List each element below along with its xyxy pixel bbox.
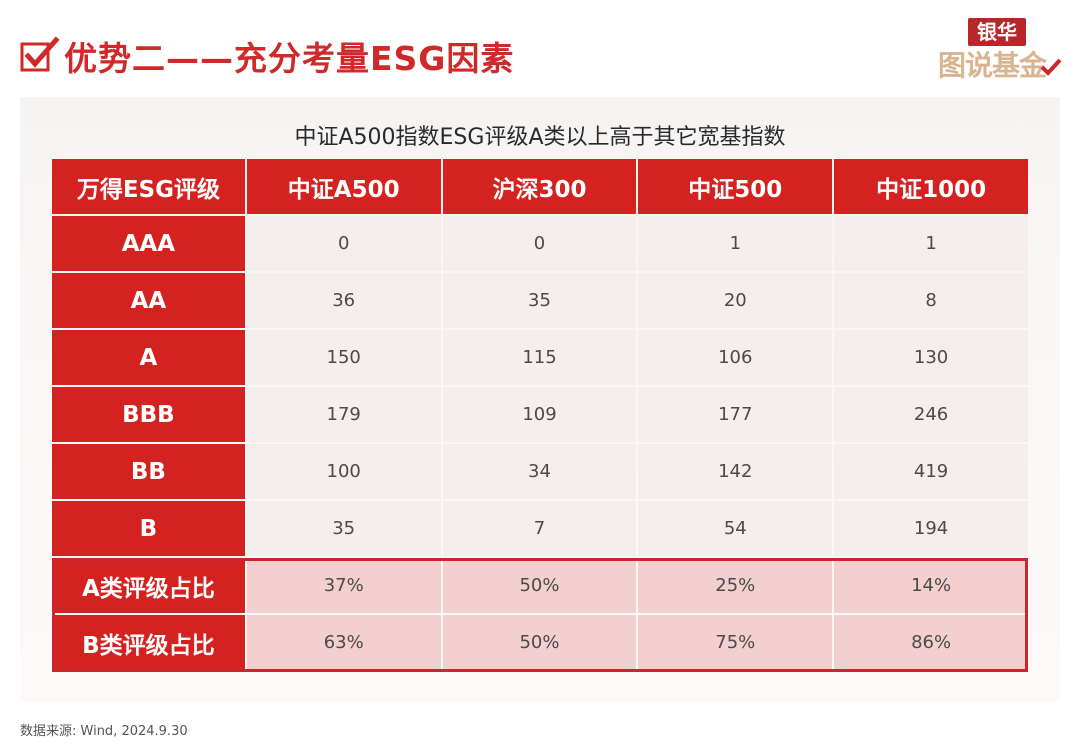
table-cell: 54 — [638, 501, 833, 556]
table-row: BBB 179 109 177 246 — [52, 387, 1028, 444]
logo-badge: 银华 — [968, 18, 1026, 46]
table-cell: 36 — [246, 273, 441, 328]
table-cell: 50% — [442, 558, 637, 613]
table-row: AAA 0 0 1 1 — [52, 216, 1028, 273]
table-cell: 0 — [442, 216, 637, 271]
page-headline: 优势二——充分考量ESG因素 — [20, 34, 514, 78]
row-label: A — [52, 330, 245, 385]
table-cell: 1 — [638, 216, 833, 271]
table-row: B 35 7 54 194 — [52, 501, 1028, 558]
checkbox-check-icon — [20, 36, 60, 72]
ratio-row-b: B类评级占比 63% 50% 75% 86% — [52, 615, 1028, 672]
table-cell: 0 — [246, 216, 441, 271]
table-cell: 109 — [442, 387, 637, 442]
table-cell: 37% — [246, 558, 441, 613]
table-cell: 194 — [834, 501, 1028, 556]
table-cell: 20 — [638, 273, 833, 328]
table-cell: 34 — [442, 444, 637, 499]
table-cell: 50% — [442, 615, 637, 670]
table-cell: 150 — [246, 330, 441, 385]
row-label: A类评级占比 — [52, 558, 245, 613]
brand-logo: 银华 图说基金 — [936, 18, 1062, 82]
table-row: AA 36 35 20 8 — [52, 273, 1028, 330]
table-cell: 179 — [246, 387, 441, 442]
table-cell: 142 — [638, 444, 833, 499]
table-cell: 177 — [638, 387, 833, 442]
table-cell: 246 — [834, 387, 1028, 442]
table-panel: 中证A500指数ESG评级A类以上高于其它宽基指数 万得ESG评级 中证A500… — [20, 97, 1060, 701]
column-header: 中证500 — [638, 159, 833, 214]
table-row: A 150 115 106 130 — [52, 330, 1028, 387]
table-cell: 100 — [246, 444, 441, 499]
row-label: AAA — [52, 216, 245, 271]
table-cell: 8 — [834, 273, 1028, 328]
logo-check-icon — [1040, 58, 1062, 76]
row-label: BBB — [52, 387, 245, 442]
row-label: B — [52, 501, 245, 556]
column-header: 中证A500 — [246, 159, 441, 214]
table-cell: 106 — [638, 330, 833, 385]
table-cell: 14% — [834, 558, 1028, 613]
logo-text: 图说基金 — [938, 49, 1047, 82]
table-cell: 7 — [442, 501, 637, 556]
column-header: 沪深300 — [442, 159, 637, 214]
row-label: B类评级占比 — [52, 615, 245, 670]
row-label: BB — [52, 444, 245, 499]
table-row: BB 100 34 142 419 — [52, 444, 1028, 501]
data-source-note: 数据来源: Wind, 2024.9.30 — [20, 724, 188, 739]
page-title: 优势二——充分考量ESG因素 — [64, 39, 515, 78]
ratio-row-a: A类评级占比 37% 50% 25% 14% — [52, 558, 1028, 615]
table-cell: 35 — [442, 273, 637, 328]
table-cell: 63% — [246, 615, 441, 670]
row-label: AA — [52, 273, 245, 328]
table-cell: 75% — [638, 615, 833, 670]
table-cell: 35 — [246, 501, 441, 556]
column-header: 中证1000 — [834, 159, 1028, 214]
table-cell: 130 — [834, 330, 1028, 385]
table-cell: 1 — [834, 216, 1028, 271]
column-header: 万得ESG评级 — [52, 159, 245, 214]
table-title: 中证A500指数ESG评级A类以上高于其它宽基指数 — [294, 125, 786, 150]
table-cell: 25% — [638, 558, 833, 613]
table-header-row: 万得ESG评级 中证A500 沪深300 中证500 中证1000 — [52, 159, 1028, 216]
table-cell: 115 — [442, 330, 637, 385]
table-cell: 86% — [834, 615, 1028, 670]
esg-rating-table: 万得ESG评级 中证A500 沪深300 中证500 中证1000 AAA 0 … — [52, 159, 1028, 672]
table-cell: 419 — [834, 444, 1028, 499]
